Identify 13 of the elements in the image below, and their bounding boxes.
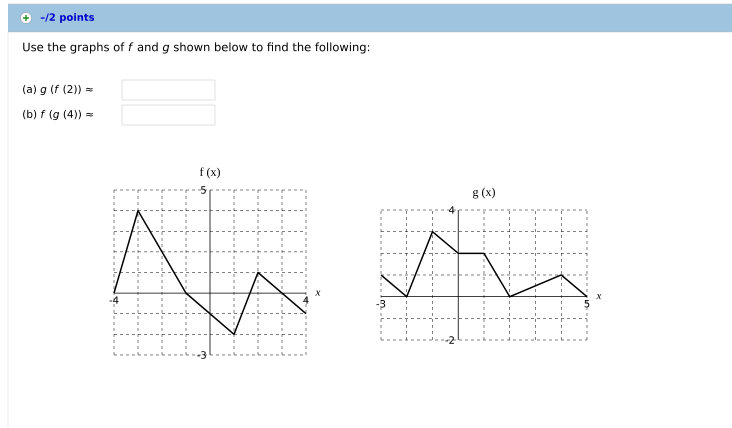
x-tick-label: 4 (303, 296, 309, 304)
text: –/2 points (40, 13, 94, 23)
x-axis-title: x (596, 294, 602, 300)
chart-title: f (x) (200, 167, 220, 178)
x-tick-label: -3 (376, 300, 386, 308)
x-tick-label: -4 (110, 296, 118, 304)
x-tick-label: 5 (584, 300, 590, 308)
y-tick-label: -2 (445, 336, 454, 344)
text: Use the graphs of f and g shown below to find the following: (23, 42, 370, 54)
text: (a) g (f (2)) ≈ (23, 84, 93, 96)
x-axis-title: x (315, 290, 320, 296)
chart-title: g (x) (473, 188, 495, 198)
text: (b) f (g (4)) ≈ (23, 110, 93, 120)
